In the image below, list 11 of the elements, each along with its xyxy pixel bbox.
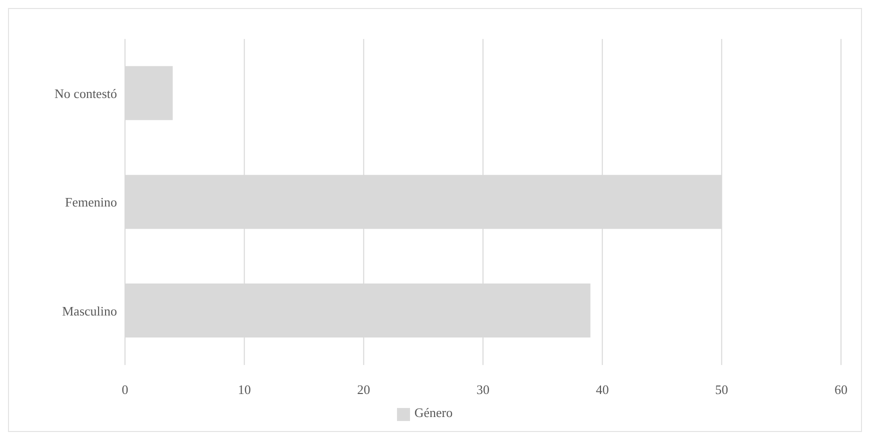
x-tick-label: 20 <box>357 382 370 398</box>
x-tick-label: 30 <box>476 382 490 398</box>
legend-label: Género <box>414 405 453 420</box>
y-tick-label: No contestó <box>54 86 117 101</box>
x-tick-label: 0 <box>122 382 128 398</box>
x-tick-label: 50 <box>715 382 728 398</box>
x-tick-label: 10 <box>238 382 251 398</box>
x-tick-label: 40 <box>596 382 609 398</box>
y-tick-label: Masculino <box>62 303 117 318</box>
y-tick-label: Femenino <box>65 194 117 210</box>
x-tick-label: 60 <box>834 382 848 398</box>
